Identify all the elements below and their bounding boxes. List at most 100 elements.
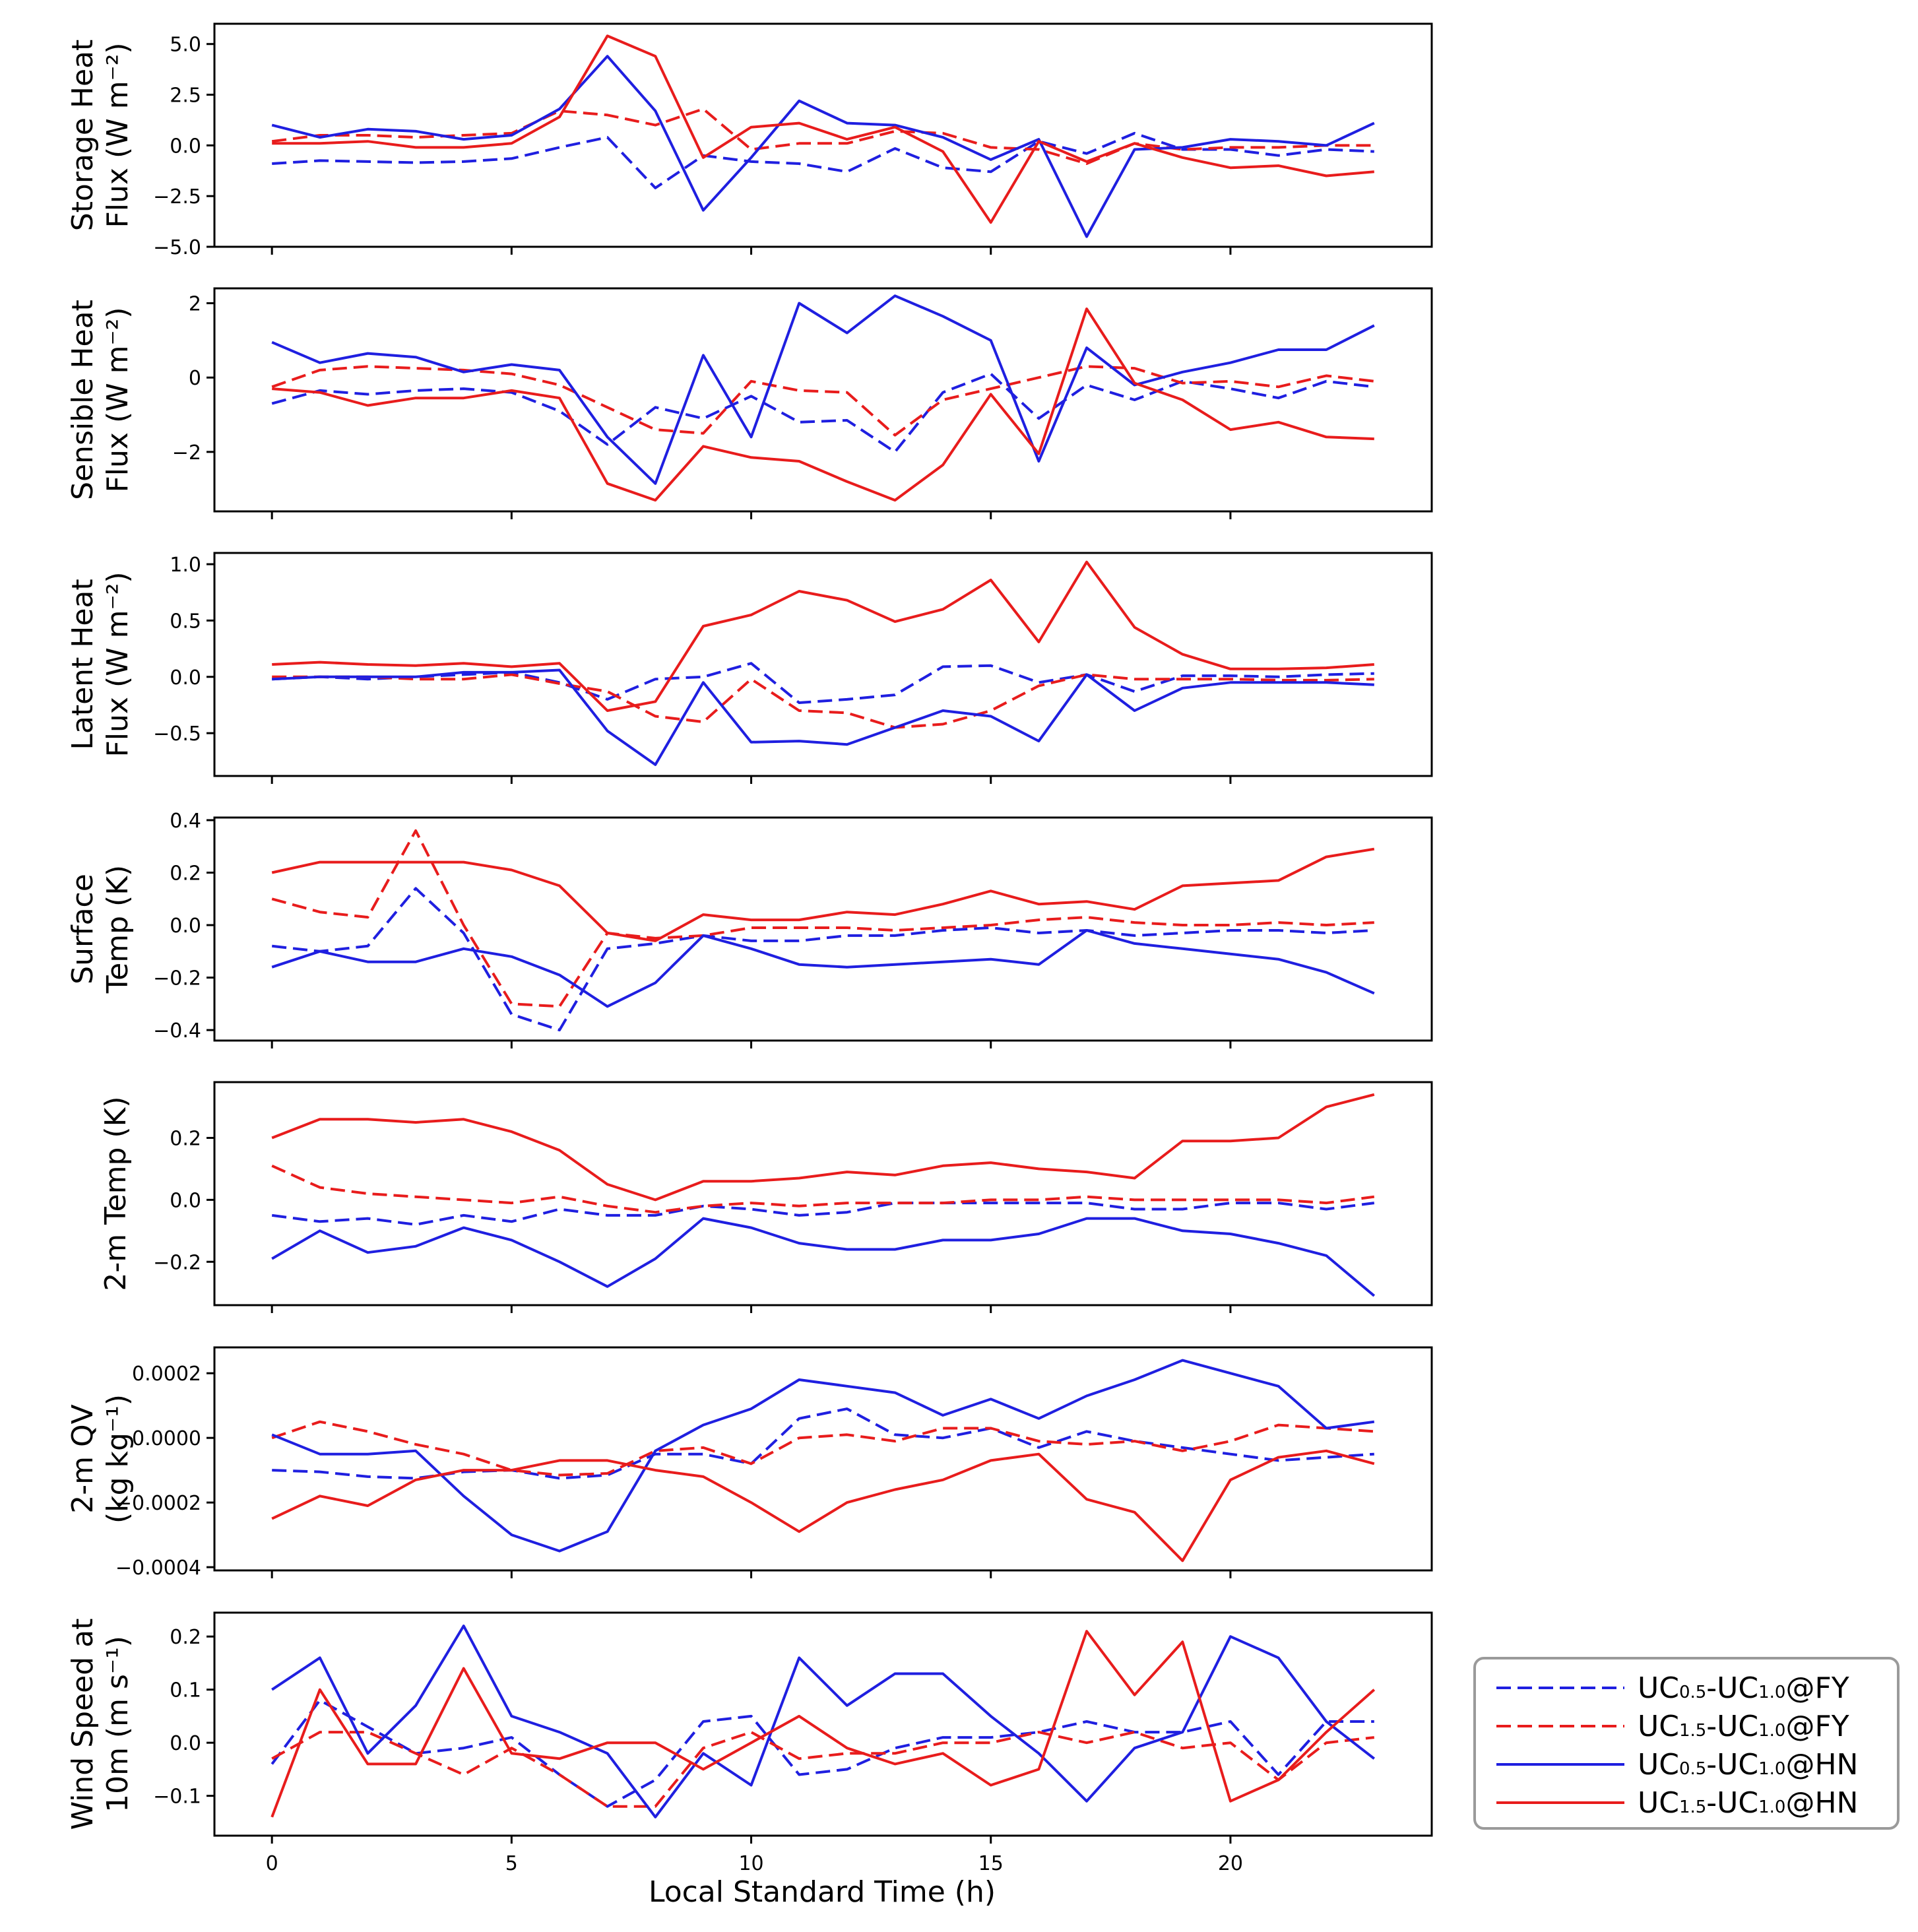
y-tick-label-qv2m: 0.0002 xyxy=(132,1363,201,1386)
legend-label-fy15: UC1.5-UC1.0@FY xyxy=(1638,1710,1849,1743)
y-tick-label-qv2m: −0.0002 xyxy=(115,1492,201,1515)
series-line-qv2m-hn15 xyxy=(271,1449,1375,1562)
legend-label-part: 0.5 xyxy=(1679,1759,1706,1779)
panel-temp2m: −0.2 0.0 0.2 2-m Temp (K) xyxy=(99,1081,1433,1313)
y-axis-label-surface: Temp (K) xyxy=(101,865,135,994)
series-line-wind10m-hn15 xyxy=(271,1630,1376,1818)
y-tick-label-surface: 0.0 xyxy=(170,915,201,938)
y-tick-label-temp2m: −0.2 xyxy=(153,1251,201,1274)
y-axis-label-wind10m: 10m (m s⁻¹) xyxy=(101,1636,135,1813)
panel-frame-storage xyxy=(213,22,1433,248)
legend-label-part: -UC xyxy=(1706,1710,1758,1743)
legend-label-part: -UC xyxy=(1706,1786,1758,1820)
x-tick-label: 5 xyxy=(505,1852,518,1875)
y-tick-label-temp2m: 0.0 xyxy=(170,1189,201,1212)
legend-label-part: UC xyxy=(1638,1710,1679,1743)
legend-label-part: 1.0 xyxy=(1758,1683,1785,1702)
panel-wind10m: −0.1 0.0 0.1 0.2 0 5 10 15 20 Wind Speed at 10m (m… xyxy=(66,1611,1433,1875)
series-line-storage-fy15 xyxy=(271,108,1374,165)
legend-label-part: -UC xyxy=(1706,1671,1758,1705)
panel-storage: −5.0 −2.5 0.0 2.5 5.0 Storage Heat Flux (W m⁻²… xyxy=(66,22,1433,259)
series-line-surface-hn05 xyxy=(271,929,1375,1008)
y-tick-label-latent: 0.0 xyxy=(170,666,201,690)
legend-label-part: 1.5 xyxy=(1679,1721,1706,1741)
series-line-latent-hn15 xyxy=(272,560,1374,712)
y-axis-label-storage: Flux (W m⁻²) xyxy=(101,43,135,228)
panel-frame-latent xyxy=(213,552,1433,777)
series-line-sensible-hn05 xyxy=(271,294,1375,485)
legend-label-part: @HN xyxy=(1785,1786,1858,1820)
x-tick-label: 10 xyxy=(738,1852,763,1875)
y-tick-label-temp2m: 0.2 xyxy=(170,1128,201,1151)
y-tick-label-sensible: 2 xyxy=(189,293,201,316)
legend-label-part: @FY xyxy=(1785,1671,1849,1705)
series-line-surface-fy05 xyxy=(271,887,1374,1032)
legend-label-part: UC xyxy=(1638,1748,1679,1782)
series-line-surface-fy15 xyxy=(271,829,1374,1008)
series-line-qv2m-fy15 xyxy=(271,1420,1374,1477)
legend-label-fy05: UC0.5-UC1.0@FY xyxy=(1638,1671,1849,1705)
y-tick-label-latent: 1.0 xyxy=(170,554,201,577)
panel-frame-surface xyxy=(213,816,1433,1042)
panel-surface: −0.4 −0.2 0.0 0.2 0.4 Surface Temp (K) xyxy=(66,810,1433,1048)
y-tick-label-qv2m: −0.0004 xyxy=(115,1557,201,1580)
legend-label-part: UC xyxy=(1638,1786,1679,1820)
series-line-temp2m-fy15 xyxy=(271,1164,1375,1214)
panel-frame-sensible xyxy=(213,287,1433,513)
y-tick-label-surface: −0.2 xyxy=(153,967,201,990)
y-axis-label-wind10m: Wind Speed at xyxy=(66,1619,100,1830)
y-axis-label-latent: Flux (W m⁻²) xyxy=(101,572,135,757)
series-line-sensible-hn15 xyxy=(272,307,1374,502)
y-axis-label-latent: Latent Heat xyxy=(66,579,100,750)
panel-frame-temp2m xyxy=(213,1081,1433,1306)
series-line-wind10m-fy05 xyxy=(271,1698,1374,1808)
y-tick-label-wind10m: 0.0 xyxy=(170,1732,201,1755)
x-tick-label: 20 xyxy=(1218,1852,1243,1875)
legend-label-part: 1.0 xyxy=(1758,1721,1785,1741)
series-line-temp2m-fy05 xyxy=(271,1202,1375,1226)
panel-frame-qv2m xyxy=(213,1346,1433,1572)
panel-latent: −0.5 0.0 0.5 1.0 Latent Heat Flux (W m⁻²) xyxy=(66,552,1433,784)
panel-qv2m: −0.0004 −0.0002 0.0000 0.0002 2-m QV (kg kg⁻¹… xyxy=(66,1346,1433,1580)
y-tick-label-wind10m: 0.2 xyxy=(170,1626,201,1649)
y-tick-label-storage: 2.5 xyxy=(170,84,201,108)
series-line-temp2m-hn05 xyxy=(271,1217,1376,1297)
series-line-wind10m-hn05 xyxy=(271,1625,1376,1819)
y-tick-label-wind10m: −0.1 xyxy=(153,1786,201,1809)
series-line-latent-fy05 xyxy=(272,662,1374,704)
x-axis-label: Local Standard Time (h) xyxy=(649,1875,996,1909)
legend-label-part: @FY xyxy=(1785,1710,1849,1743)
y-axis-label-surface: Surface xyxy=(66,874,100,984)
legend-label-part: 1.0 xyxy=(1758,1797,1785,1817)
legend-label-hn05: UC0.5-UC1.0@HN xyxy=(1638,1748,1858,1782)
y-axis-label-qv2m: (kg kg⁻¹) xyxy=(101,1394,135,1524)
panel-frame-wind10m xyxy=(213,1611,1433,1837)
y-tick-label-wind10m: 0.1 xyxy=(170,1679,201,1702)
y-tick-label-surface: −0.4 xyxy=(153,1019,201,1043)
legend-label-part: 0.5 xyxy=(1679,1683,1706,1702)
y-tick-label-qv2m: 0.0000 xyxy=(132,1427,201,1450)
legend-label-part: -UC xyxy=(1706,1748,1758,1782)
y-tick-label-sensible: 0 xyxy=(189,367,201,390)
y-tick-label-storage: −2.5 xyxy=(153,185,201,209)
x-tick-label: 0 xyxy=(266,1852,278,1875)
series-line-latent-fy15 xyxy=(272,673,1374,729)
series-line-storage-hn15 xyxy=(272,34,1374,224)
y-tick-label-storage: 5.0 xyxy=(170,34,201,57)
series-line-temp2m-hn15 xyxy=(271,1093,1375,1202)
y-axis-label-temp2m: 2-m Temp (K) xyxy=(99,1096,133,1291)
y-axis-label-sensible: Sensible Heat xyxy=(66,300,100,500)
y-tick-label-latent: −0.5 xyxy=(153,723,201,746)
legend-label-part: @HN xyxy=(1785,1748,1858,1782)
series-line-sensible-fy05 xyxy=(271,372,1375,453)
y-tick-label-latent: 0.5 xyxy=(170,610,201,633)
y-tick-label-storage: 0.0 xyxy=(170,135,201,158)
series-line-wind10m-fy15 xyxy=(271,1731,1375,1808)
series-line-storage-hn05 xyxy=(271,55,1375,238)
series-line-sensible-fy15 xyxy=(271,365,1375,437)
series-line-qv2m-fy05 xyxy=(272,1407,1374,1480)
legend-label-part: UC xyxy=(1638,1671,1679,1705)
y-tick-label-surface: 0.4 xyxy=(170,810,201,833)
